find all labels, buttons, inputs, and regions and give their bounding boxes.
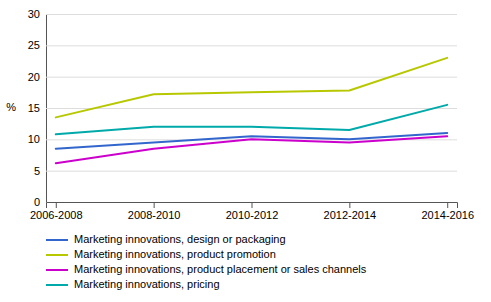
- y-tick: 25: [28, 39, 457, 51]
- x-tick: 2012-2014: [324, 202, 377, 221]
- legend-item: Marketing innovations, product promotion: [46, 248, 276, 260]
- series-line: [56, 58, 447, 118]
- series-line: [56, 105, 447, 134]
- legend-swatch: [46, 269, 68, 271]
- x-axis-line: [47, 203, 458, 209]
- legend-item: Marketing innovations, product placement…: [46, 263, 367, 275]
- x-tick: 2008-2010: [128, 202, 181, 221]
- x-tick: 2014-2016: [421, 202, 474, 221]
- chart-svg: 0510152025302006-20082008-20102010-20122…: [0, 0, 491, 302]
- legend-label: Marketing innovations, product placement…: [74, 263, 367, 275]
- legend-label: Marketing innovations, design or packagi…: [74, 233, 286, 245]
- y-tick-label: 5: [34, 165, 40, 177]
- x-tick-mark: [252, 202, 253, 208]
- y-axis-line: [47, 15, 458, 203]
- x-tick-mark: [349, 202, 350, 208]
- y-tick: 5: [34, 165, 457, 177]
- y-axis-label: %: [6, 101, 16, 113]
- legend-item: Marketing innovations, design or packagi…: [46, 233, 286, 245]
- grid-line: [46, 171, 457, 172]
- x-tick-mark: [154, 202, 155, 208]
- x-tick-label: 2014-2016: [421, 209, 474, 221]
- x-tick-mark: [56, 202, 57, 208]
- grid-line: [46, 77, 457, 78]
- legend-swatch: [46, 239, 68, 241]
- x-tick-label: 2012-2014: [324, 209, 377, 221]
- lines: [56, 58, 447, 163]
- series-line: [56, 136, 447, 163]
- y-tick-label: 30: [28, 8, 40, 20]
- chart-container: 0510152025302006-20082008-20102010-20122…: [0, 0, 491, 302]
- grid-line: [46, 14, 457, 15]
- plot-area: 0510152025302006-20082008-20102010-20122…: [6, 8, 474, 290]
- y-tick: 0: [34, 196, 457, 208]
- x-tick: 2010-2012: [226, 202, 279, 221]
- grid-line: [46, 45, 457, 46]
- x-axis: 2006-2008 2008-2010 2010-2012 2012-2014 2014…: [30, 202, 474, 221]
- x-tick-label: 2010-2012: [226, 209, 279, 221]
- x-tick-label: 2008-2010: [128, 209, 181, 221]
- y-tick-label: 20: [28, 71, 40, 83]
- y-axis: 0 5 10 15 20 25 30: [28, 8, 457, 208]
- y-tick-label: 25: [28, 39, 40, 51]
- x-tick-label: 2006-2008: [30, 209, 83, 221]
- y-tick-label: 15: [28, 102, 40, 114]
- legend: Marketing innovations, design or packagi…: [46, 233, 367, 290]
- grid-line: [46, 108, 457, 109]
- y-tick-label: 10: [28, 133, 40, 145]
- y-tick-label: 0: [34, 196, 40, 208]
- legend-item: Marketing innovations, pricing: [46, 278, 220, 290]
- legend-swatch: [46, 284, 68, 286]
- y-tick: 30: [28, 8, 457, 20]
- x-tick: 2006-2008: [30, 202, 83, 221]
- legend-label: Marketing innovations, pricing: [74, 278, 220, 290]
- legend-label: Marketing innovations, product promotion: [74, 248, 276, 260]
- legend-swatch: [46, 254, 68, 256]
- x-tick-mark: [447, 202, 448, 208]
